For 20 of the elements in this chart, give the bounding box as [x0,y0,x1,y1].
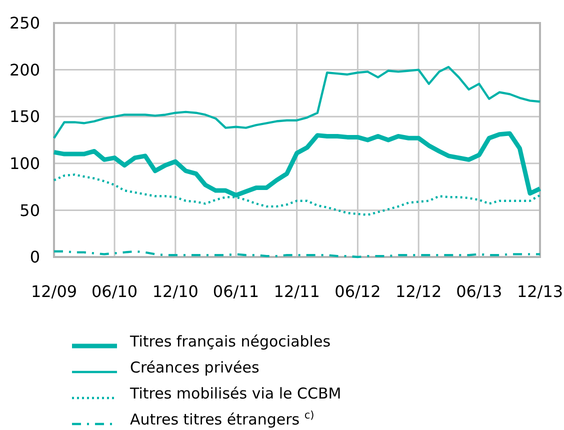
legend-label: Titres mobilisés via le CCBM [129,384,342,402]
x-tick-label: 06/13 [456,282,502,301]
x-tick-label: 12/10 [152,282,198,301]
y-tick-label: 0 [30,248,40,267]
y-tick-label: 250 [9,14,40,33]
y-tick-label: 150 [9,107,40,126]
legend-label: Créances privées [130,358,260,376]
x-tick-label: 06/10 [91,282,138,301]
x-tick-label: 12/12 [396,282,442,301]
x-tick-label: 12/11 [274,282,320,301]
x-tick-label: 06/12 [334,282,381,301]
x-tick-label: 12/09 [30,282,78,301]
x-tick-label: 06/11 [212,282,260,301]
legend-label: Autres titres étrangers $^{c)}$ [130,409,314,428]
x-tick-label: 12/13 [516,282,564,301]
legend-label: Titres français négociables [129,332,331,350]
line-series [52,66,542,140]
y-tick-label: 100 [9,154,40,173]
y-tick-label: 50 [20,200,40,220]
y-tick-label: 200 [9,60,40,80]
